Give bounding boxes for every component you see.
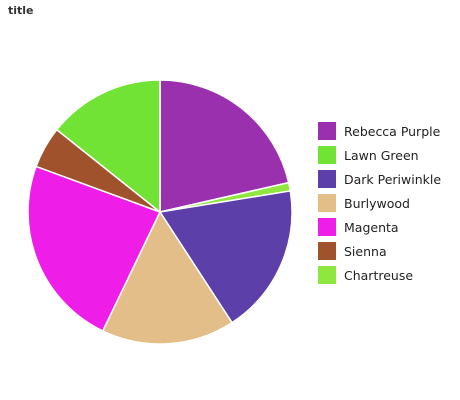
legend-label: Sienna bbox=[344, 243, 387, 259]
legend-item: Dark Periwinkle bbox=[318, 167, 458, 191]
legend-swatch bbox=[318, 242, 336, 260]
legend-label: Burlywood bbox=[344, 195, 410, 211]
legend-item: Sienna bbox=[318, 239, 458, 263]
legend: Rebecca Purple Lawn Green Dark Periwinkl… bbox=[318, 119, 458, 287]
legend-label: Chartreuse bbox=[344, 267, 414, 283]
legend-item: Burlywood bbox=[318, 191, 458, 215]
legend-swatch bbox=[318, 218, 336, 236]
legend-swatch bbox=[318, 194, 336, 212]
legend-item: Lawn Green bbox=[318, 143, 458, 167]
legend-label: Magenta bbox=[344, 219, 399, 235]
legend-label: Lawn Green bbox=[344, 147, 419, 163]
pie-slice-rebecca-purple bbox=[159, 79, 290, 213]
legend-item: Chartreuse bbox=[318, 263, 458, 287]
legend-swatch bbox=[318, 266, 336, 284]
legend-swatch bbox=[318, 170, 336, 188]
pie-slice-lawn-green bbox=[55, 79, 161, 214]
legend-swatch bbox=[318, 122, 336, 140]
pie-slice-burlywood bbox=[101, 210, 234, 345]
legend-label: Dark Periwinkle bbox=[344, 171, 442, 187]
chart-title: title bbox=[8, 4, 34, 17]
legend-item: Magenta bbox=[318, 215, 458, 239]
legend-item: Rebecca Purple bbox=[318, 119, 458, 143]
legend-label: Rebecca Purple bbox=[344, 123, 441, 139]
pie-slice-dark-periwinkle bbox=[158, 190, 293, 324]
pie-slice-magenta bbox=[27, 165, 162, 332]
pie-slices bbox=[27, 79, 293, 345]
legend-swatch bbox=[318, 146, 336, 164]
